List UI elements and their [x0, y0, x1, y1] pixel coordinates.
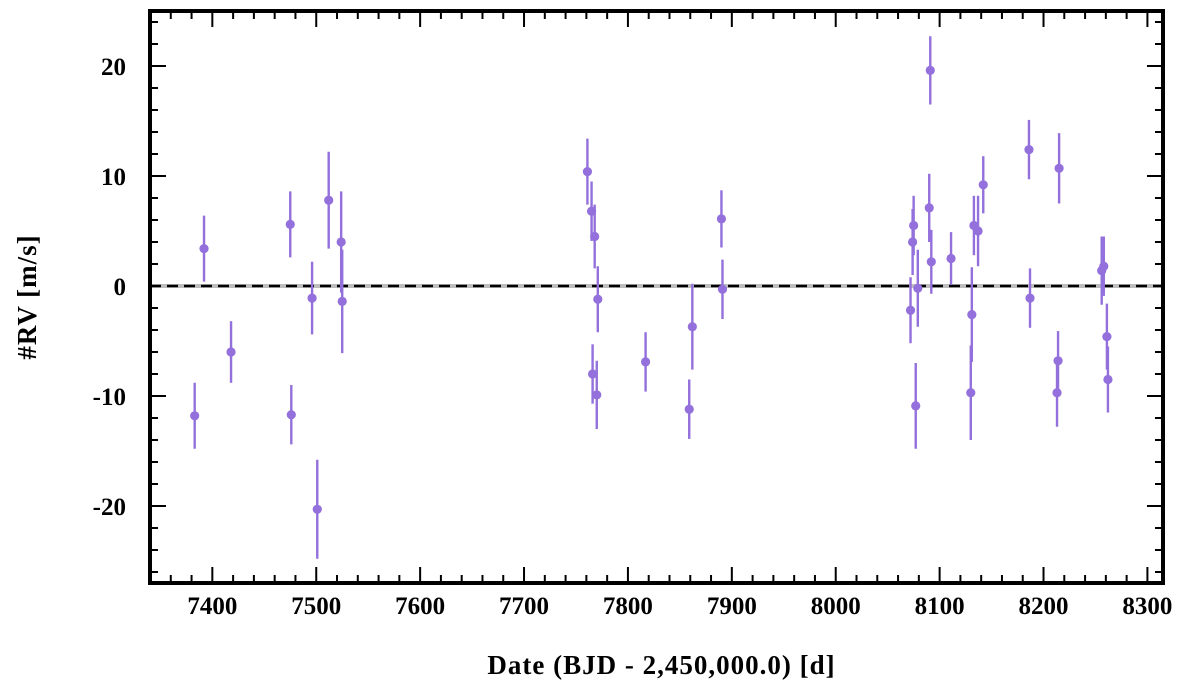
- point-marker: [684, 404, 694, 414]
- data-point: [909, 195, 919, 256]
- x-tick-label: 7700: [499, 593, 549, 620]
- data-point: [1054, 133, 1064, 204]
- point-marker: [1052, 388, 1062, 398]
- point-marker: [285, 219, 295, 229]
- data-point: [324, 151, 334, 249]
- data-point: [592, 360, 602, 429]
- y-tick-label: 20: [101, 54, 126, 81]
- plot-frame: [148, 9, 1165, 585]
- data-point: [286, 385, 296, 445]
- point-marker: [946, 253, 956, 264]
- data-point: [226, 321, 236, 383]
- axis-ticks: [149, 11, 1163, 583]
- data-point: [925, 36, 935, 105]
- point-marker: [593, 294, 603, 304]
- point-marker: [590, 231, 600, 242]
- point-marker: [307, 293, 317, 303]
- point-marker: [717, 284, 728, 294]
- data-point: [199, 215, 209, 282]
- data-point: [924, 173, 934, 242]
- data-point: [717, 259, 728, 319]
- point-marker: [226, 347, 236, 357]
- point-marker: [312, 504, 322, 514]
- x-tick-label: 8100: [915, 593, 965, 620]
- data-point: [1053, 331, 1063, 391]
- y-tick-label: 0: [114, 274, 127, 301]
- x-tick-label: 7500: [291, 593, 341, 620]
- data-point: [307, 261, 317, 335]
- point-marker: [926, 257, 936, 267]
- point-marker: [687, 322, 697, 332]
- y-tick-label: 10: [101, 164, 126, 191]
- y-tick-label: -10: [93, 384, 126, 411]
- x-tick-label: 7600: [395, 593, 445, 620]
- x-tick-label: 8300: [1122, 593, 1172, 620]
- point-marker: [973, 226, 983, 236]
- point-marker: [1053, 356, 1063, 366]
- data-point: [285, 191, 295, 258]
- data-point: [716, 190, 727, 248]
- x-tick-label: 8200: [1019, 593, 1069, 620]
- data-point: [190, 382, 200, 449]
- y-tick-label: -20: [93, 494, 126, 521]
- point-marker: [199, 244, 209, 254]
- point-marker: [588, 369, 598, 379]
- data-point: [590, 204, 600, 269]
- data-point: [312, 459, 322, 559]
- point-marker: [909, 220, 919, 231]
- point-marker: [967, 310, 977, 320]
- data-point: [593, 266, 603, 333]
- point-marker: [1103, 374, 1113, 385]
- data-point: [973, 195, 983, 267]
- point-marker: [925, 65, 935, 75]
- data-point: [582, 138, 593, 205]
- x-tick-label: 7800: [603, 593, 653, 620]
- data-point: [946, 232, 956, 285]
- point-marker: [640, 357, 651, 367]
- data-point: [967, 267, 977, 362]
- data-point: [1024, 119, 1034, 180]
- data-point: [926, 229, 936, 294]
- point-marker: [1024, 145, 1034, 155]
- point-marker: [324, 195, 334, 205]
- data-point: [684, 379, 694, 439]
- point-marker: [924, 203, 934, 213]
- point-marker: [905, 305, 916, 315]
- y-tick-labels: -20 -10 0 10 20: [93, 54, 126, 521]
- point-marker: [582, 167, 593, 177]
- point-marker: [911, 401, 921, 411]
- x-tick-label: 8000: [811, 593, 861, 620]
- data-point: [905, 277, 916, 344]
- data-point: [1025, 268, 1035, 328]
- data-point: [687, 283, 697, 370]
- data-point: [978, 156, 988, 214]
- point-marker: [286, 410, 296, 420]
- x-tick-label: 7400: [187, 593, 237, 620]
- y-axis-label: #RV [m/s]: [12, 234, 42, 359]
- data-point: [911, 363, 921, 449]
- data-point: [1103, 346, 1113, 413]
- point-marker: [337, 296, 347, 306]
- data-point: [1099, 236, 1109, 296]
- point-marker: [592, 390, 602, 400]
- x-axis-label: Date (BJD - 2,450,000.0) [d]: [487, 650, 835, 680]
- data-point: [337, 249, 347, 354]
- point-marker: [190, 411, 200, 421]
- point-marker: [1054, 163, 1064, 173]
- point-marker: [716, 214, 727, 224]
- point-marker: [966, 388, 976, 398]
- point-marker: [978, 180, 988, 190]
- data-point: [913, 249, 923, 327]
- point-marker: [1025, 293, 1035, 303]
- point-marker: [1102, 332, 1112, 342]
- data-points: [190, 36, 1113, 559]
- x-tick-labels: 7400 7500 7600 7700 7800 7900 8000 8100 8200 8300: [187, 593, 1172, 620]
- x-tick-label: 7900: [707, 593, 757, 620]
- point-marker: [336, 237, 346, 247]
- point-marker: [1099, 261, 1109, 271]
- point-marker: [913, 283, 923, 293]
- data-point: [640, 332, 651, 392]
